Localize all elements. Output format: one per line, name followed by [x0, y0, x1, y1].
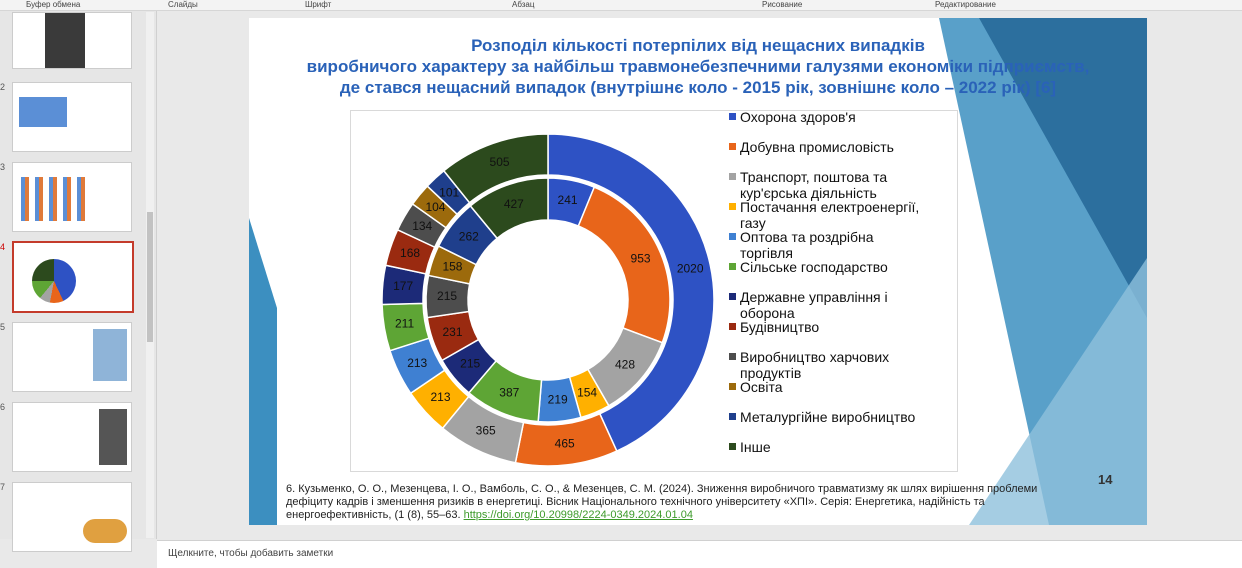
- data-label: 154: [577, 385, 597, 399]
- legend-swatch: [729, 323, 736, 330]
- legend-item: Інше: [729, 439, 929, 455]
- data-label: 2020: [677, 261, 704, 275]
- legend-item: Постачання електроенергії, газу: [729, 199, 929, 231]
- legend-label: Оптова та роздрібна торгівля: [740, 229, 874, 261]
- data-label: 387: [499, 385, 519, 399]
- legend-label: Державне управління і оборона: [740, 289, 888, 321]
- ribbon-group[interactable]: Слайды: [168, 0, 198, 9]
- data-label: 168: [400, 246, 420, 260]
- ribbon-group[interactable]: Рисование: [762, 0, 803, 9]
- notes-pane[interactable]: [157, 540, 1242, 568]
- legend-swatch: [729, 263, 736, 270]
- legend-swatch: [729, 293, 736, 300]
- data-label: 262: [459, 229, 479, 243]
- slide-thumbnail[interactable]: [12, 402, 132, 472]
- title-line: де стався нещасний випадок (внутрішнє ко…: [339, 78, 1057, 97]
- legend-item: Охорона здоров'я: [729, 109, 929, 125]
- legend-label: Виробництво харчових продуктів: [740, 349, 890, 381]
- legend-swatch: [729, 353, 736, 360]
- slide-number: 6: [0, 402, 6, 412]
- legend-label: Добувна промисловість: [740, 139, 894, 155]
- slide-thumbnail[interactable]: [12, 82, 132, 152]
- slide-decoration: [249, 18, 1147, 525]
- legend-label: Інше: [740, 439, 771, 455]
- notes-placeholder[interactable]: Щелкните, чтобы добавить заметки: [168, 548, 334, 559]
- reference-link[interactable]: https://doi.org/10.20998/2224-0349.2024.…: [463, 509, 693, 521]
- legend-swatch: [729, 383, 736, 390]
- legend-swatch: [729, 203, 736, 210]
- legend-item: Металургійне виробництво: [729, 409, 929, 425]
- data-label: 231: [442, 325, 462, 339]
- donut-chart: 241 953 428 154 219 387 215 231 215 158 262 427 2020…: [381, 133, 715, 467]
- donut-segment: [547, 133, 715, 453]
- data-label: 428: [615, 358, 635, 372]
- legend-label: Освіта: [740, 379, 783, 395]
- ribbon-group[interactable]: Абзац: [512, 0, 535, 9]
- title-line: виробничого характеру за найбільш травмо…: [306, 57, 1090, 76]
- data-label: 134: [412, 219, 432, 233]
- data-label: 365: [476, 424, 496, 438]
- scroll-thumb[interactable]: [147, 212, 153, 342]
- legend-item: Оптова та роздрібна торгівля: [729, 229, 929, 261]
- data-label: 213: [431, 390, 451, 404]
- legend-item: Освіта: [729, 379, 929, 395]
- legend-label: Транспорт, поштова та кур'єрська діяльні…: [740, 169, 888, 201]
- reference-text: 6. Кузьменко, О. О., Мезенцева, І. О., В…: [286, 483, 1038, 521]
- data-label: 158: [442, 259, 462, 273]
- data-label: 953: [631, 252, 651, 266]
- legend-swatch: [729, 413, 736, 420]
- slide-number: 5: [0, 322, 6, 332]
- legend-item: Добувна промисловість: [729, 139, 929, 155]
- legend-label: Охорона здоров'я: [740, 109, 856, 125]
- data-label: 215: [437, 289, 457, 303]
- legend-label: Сільське господарство: [740, 259, 888, 275]
- donut-segment: [469, 177, 549, 240]
- data-label: 213: [407, 356, 427, 370]
- data-label: 427: [504, 197, 524, 211]
- legend-label: Будівництво: [740, 319, 820, 335]
- data-label: 465: [555, 437, 575, 451]
- legend-item: Сільське господарство: [729, 259, 929, 275]
- legend-swatch: [729, 113, 736, 120]
- slide-number: 14: [1098, 472, 1113, 487]
- data-label: 101: [439, 185, 459, 199]
- legend-item: Транспорт, поштова та кур'єрська діяльні…: [729, 169, 929, 201]
- title-line: Розподіл кількості потерпілих від нещасн…: [471, 36, 925, 55]
- data-label: 219: [548, 393, 568, 407]
- slide-thumbnail[interactable]: [12, 12, 132, 69]
- data-label: 241: [558, 193, 578, 207]
- slide-thumbnail-selected[interactable]: [12, 241, 134, 313]
- ribbon-group[interactable]: Редактирование: [935, 0, 996, 9]
- legend-item: Державне управління і оборона: [729, 289, 929, 321]
- slide-thumbnail[interactable]: [12, 482, 132, 552]
- ribbon-group[interactable]: Буфер обмена: [26, 0, 81, 9]
- data-label: 211: [395, 317, 414, 331]
- legend-swatch: [729, 173, 736, 180]
- reference: 6. Кузьменко, О. О., Мезенцева, І. О., В…: [286, 483, 1066, 522]
- data-label: 177: [393, 279, 413, 293]
- data-label: 104: [425, 200, 445, 214]
- slide-number: 3: [0, 162, 6, 172]
- legend-item: Виробництво харчових продуктів: [729, 349, 929, 381]
- slide-number: 4: [0, 242, 6, 252]
- legend-swatch: [729, 233, 736, 240]
- slide-number: 2: [0, 82, 6, 92]
- data-label: 215: [460, 357, 480, 371]
- data-label: 505: [490, 155, 510, 169]
- legend-swatch: [729, 143, 736, 150]
- chart-title: Розподіл кількості потерпілих від нещасн…: [249, 35, 1147, 98]
- slide-thumbnail[interactable]: [12, 162, 132, 232]
- slide-thumbnail[interactable]: [12, 322, 132, 392]
- legend-swatch: [729, 443, 736, 450]
- donut-segment: [442, 133, 549, 204]
- ribbon: [0, 0, 1242, 11]
- legend-label: Постачання електроенергії, газу: [740, 199, 920, 231]
- slide-number: 7: [0, 482, 6, 492]
- ribbon-group[interactable]: Шрифт: [305, 0, 332, 9]
- legend-item: Будівництво: [729, 319, 929, 335]
- legend-label: Металургійне виробництво: [740, 409, 916, 425]
